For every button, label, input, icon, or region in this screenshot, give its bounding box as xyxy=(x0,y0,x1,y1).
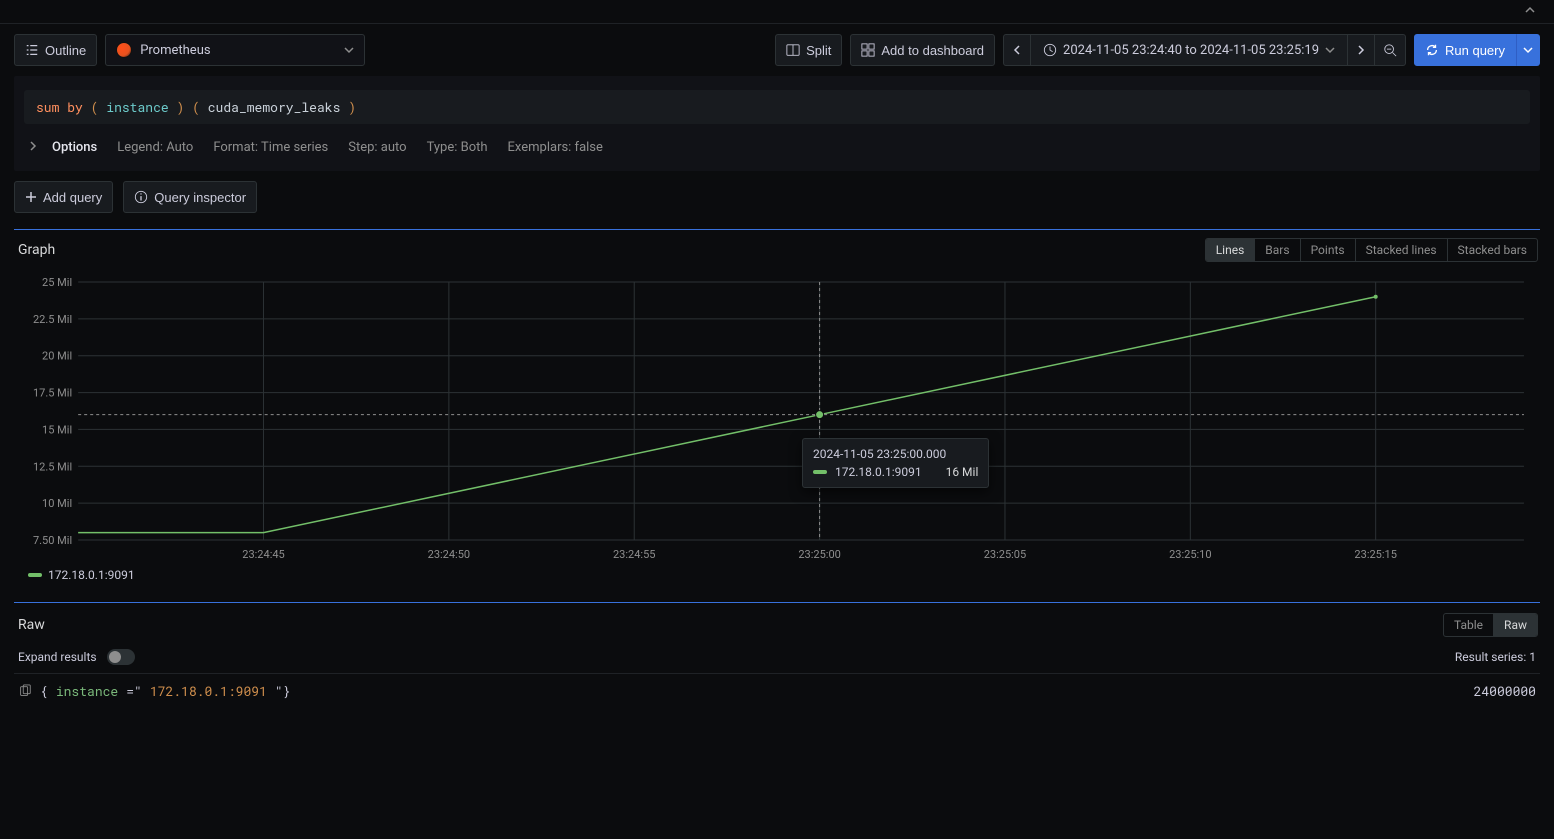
chevron-down-icon xyxy=(344,45,354,55)
result-series-count: Result series: 1 xyxy=(1455,650,1536,664)
zoom-out-icon xyxy=(1383,43,1397,57)
svg-text:12.5 Mil: 12.5 Mil xyxy=(33,460,72,473)
collapse-topbar-icon[interactable] xyxy=(1524,4,1536,20)
run-query-interval-button[interactable] xyxy=(1516,34,1540,66)
graph-view-switch: LinesBarsPointsStacked linesStacked bars xyxy=(1205,238,1538,262)
step-meta: Step: auto xyxy=(348,140,406,155)
add-query-label: Add query xyxy=(43,190,102,205)
legend-series-label: 172.18.0.1:9091 xyxy=(48,568,135,582)
query-inspector-label: Query inspector xyxy=(154,190,246,205)
run-query-button[interactable]: Run query xyxy=(1414,34,1516,66)
code-paren: ( xyxy=(192,98,200,116)
datasource-picker[interactable]: Prometheus xyxy=(105,34,365,66)
result-key-value: 172.18.0.1:9091 xyxy=(150,682,267,700)
run-query-label: Run query xyxy=(1445,43,1505,58)
split-button[interactable]: Split xyxy=(775,34,842,66)
line-chart: 7.50 Mil 10 Mil 12.5 Mil 15 Mil 17.5 Mil 20 M… xyxy=(20,274,1534,564)
exemplars-meta: Exemplars: false xyxy=(508,140,603,155)
view-mode-lines[interactable]: Lines xyxy=(1206,239,1256,261)
promql-input[interactable]: sum by ( instance ) ( cuda_memory_leaks … xyxy=(24,90,1530,124)
time-range-label: 2024-11-05 23:24:40 to 2024-11-05 23:25:… xyxy=(1063,43,1319,58)
view-mode-table[interactable]: Table xyxy=(1444,614,1494,636)
query-editor: sum by ( instance ) ( cuda_memory_leaks … xyxy=(14,76,1540,171)
chevron-down-icon xyxy=(1325,45,1335,55)
raw-panel: Raw TableRaw Expand results Result serie… xyxy=(14,602,1540,708)
refresh-icon xyxy=(1425,43,1439,57)
outline-label: Outline xyxy=(45,43,86,58)
view-mode-stacked-lines[interactable]: Stacked lines xyxy=(1356,239,1448,261)
graph-panel: Graph LinesBarsPointsStacked linesStacke… xyxy=(14,229,1540,600)
outline-icon xyxy=(25,43,39,57)
split-icon xyxy=(786,43,800,57)
split-label: Split xyxy=(806,43,831,58)
result-row: {instance="172.18.0.1:9091"} 24000000 xyxy=(14,673,1540,708)
query-options-row: Options Legend: Auto Format: Time series… xyxy=(14,134,1540,165)
format-meta: Format: Time series xyxy=(213,140,328,155)
code-keyword: by xyxy=(67,98,83,116)
datasource-name: Prometheus xyxy=(140,43,210,58)
info-icon xyxy=(134,190,148,204)
svg-text:22.5 Mil: 22.5 Mil xyxy=(33,313,72,326)
chevron-left-icon xyxy=(1012,45,1022,55)
legend-meta: Legend: Auto xyxy=(117,140,193,155)
query-inspector-button[interactable]: Query inspector xyxy=(123,181,257,213)
svg-text:25 Mil: 25 Mil xyxy=(42,276,72,289)
svg-text:23:24:50: 23:24:50 xyxy=(428,548,470,561)
clock-icon xyxy=(1043,43,1057,57)
view-mode-bars[interactable]: Bars xyxy=(1255,239,1300,261)
zoom-out-button[interactable] xyxy=(1375,35,1405,65)
svg-text:17.5 Mil: 17.5 Mil xyxy=(33,387,72,400)
code-keyword: sum xyxy=(36,98,59,116)
expand-results-toggle[interactable] xyxy=(107,649,135,665)
options-expand-icon[interactable] xyxy=(28,140,38,155)
type-meta: Type: Both xyxy=(427,140,488,155)
dashboard-icon xyxy=(861,43,875,57)
code-metric: cuda_memory_leaks xyxy=(208,98,341,116)
svg-text:10 Mil: 10 Mil xyxy=(42,497,72,510)
code-paren: ) xyxy=(177,98,185,116)
prometheus-icon xyxy=(116,42,132,58)
result-key: instance xyxy=(56,682,118,700)
view-mode-raw[interactable]: Raw xyxy=(1494,614,1537,636)
svg-text:23:25:10: 23:25:10 xyxy=(1169,548,1211,561)
time-range-button[interactable]: 2024-11-05 23:24:40 to 2024-11-05 23:25:… xyxy=(1031,35,1348,65)
code-paren: ( xyxy=(91,98,99,116)
explore-toolbar: Outline Prometheus Split Add to dashboar… xyxy=(0,24,1554,76)
chart-area[interactable]: 7.50 Mil 10 Mil 12.5 Mil 15 Mil 17.5 Mil 20 M… xyxy=(14,270,1540,600)
chevron-right-icon xyxy=(1356,45,1366,55)
svg-text:7.50 Mil: 7.50 Mil xyxy=(33,534,72,547)
time-range-forward-button[interactable] xyxy=(1348,35,1375,65)
svg-text:20 Mil: 20 Mil xyxy=(42,350,72,363)
svg-text:23:25:15: 23:25:15 xyxy=(1354,548,1396,561)
raw-view-switch: TableRaw xyxy=(1443,613,1538,637)
outline-button[interactable]: Outline xyxy=(14,34,97,66)
add-to-dashboard-label: Add to dashboard xyxy=(881,43,984,58)
svg-text:15 Mil: 15 Mil xyxy=(42,423,72,436)
chart-legend[interactable]: 172.18.0.1:9091 xyxy=(20,564,1534,586)
svg-text:23:24:55: 23:24:55 xyxy=(613,548,655,561)
plus-icon xyxy=(25,191,37,203)
time-range-picker: 2024-11-05 23:24:40 to 2024-11-05 23:25:… xyxy=(1003,34,1406,66)
result-value: 24000000 xyxy=(1474,682,1536,700)
chevron-down-icon xyxy=(1523,45,1533,55)
add-to-dashboard-button[interactable]: Add to dashboard xyxy=(850,34,995,66)
time-range-back-button[interactable] xyxy=(1004,35,1031,65)
view-mode-points[interactable]: Points xyxy=(1301,239,1356,261)
graph-panel-title: Graph xyxy=(18,242,55,258)
code-paren: ) xyxy=(348,98,356,116)
options-label[interactable]: Options xyxy=(52,140,97,155)
svg-text:23:25:00: 23:25:00 xyxy=(798,548,840,561)
view-mode-stacked-bars[interactable]: Stacked bars xyxy=(1448,239,1537,261)
legend-swatch xyxy=(28,573,42,577)
expand-results-label: Expand results xyxy=(18,650,97,664)
raw-panel-title: Raw xyxy=(18,617,45,633)
svg-text:23:24:45: 23:24:45 xyxy=(242,548,284,561)
code-label: instance xyxy=(106,98,168,116)
add-query-button[interactable]: Add query xyxy=(14,181,113,213)
svg-text:23:25:05: 23:25:05 xyxy=(984,548,1026,561)
copy-icon[interactable] xyxy=(18,684,32,698)
